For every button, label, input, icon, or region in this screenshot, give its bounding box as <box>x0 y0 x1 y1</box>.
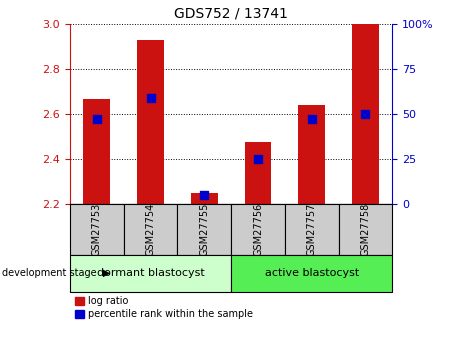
Bar <box>244 142 272 204</box>
Text: GSM27757: GSM27757 <box>307 203 317 256</box>
Point <box>201 192 208 197</box>
Bar <box>339 204 392 255</box>
Bar <box>191 194 218 204</box>
Text: GSM27754: GSM27754 <box>146 203 156 256</box>
Bar <box>177 204 231 255</box>
Legend: log ratio, percentile rank within the sample: log ratio, percentile rank within the sa… <box>75 296 253 319</box>
Bar <box>298 105 325 204</box>
Text: active blastocyst: active blastocyst <box>265 268 359 278</box>
Bar <box>352 24 379 204</box>
Bar <box>70 204 124 255</box>
Point <box>93 117 101 122</box>
Bar <box>137 40 164 204</box>
Text: GSM27758: GSM27758 <box>360 203 371 256</box>
Bar <box>285 204 339 255</box>
Text: GSM27755: GSM27755 <box>199 203 209 256</box>
Point <box>362 111 369 117</box>
Bar <box>231 255 392 292</box>
Title: GDS752 / 13741: GDS752 / 13741 <box>174 6 288 20</box>
Text: GSM27753: GSM27753 <box>92 203 102 256</box>
Point <box>254 156 262 161</box>
Point <box>308 117 315 122</box>
Bar <box>124 204 177 255</box>
Text: dormant blastocyst: dormant blastocyst <box>97 268 204 278</box>
Text: GSM27756: GSM27756 <box>253 203 263 256</box>
Bar <box>83 99 110 204</box>
Text: development stage  ▶: development stage ▶ <box>2 268 110 278</box>
Point <box>147 95 154 100</box>
Bar <box>70 255 231 292</box>
Bar <box>231 204 285 255</box>
